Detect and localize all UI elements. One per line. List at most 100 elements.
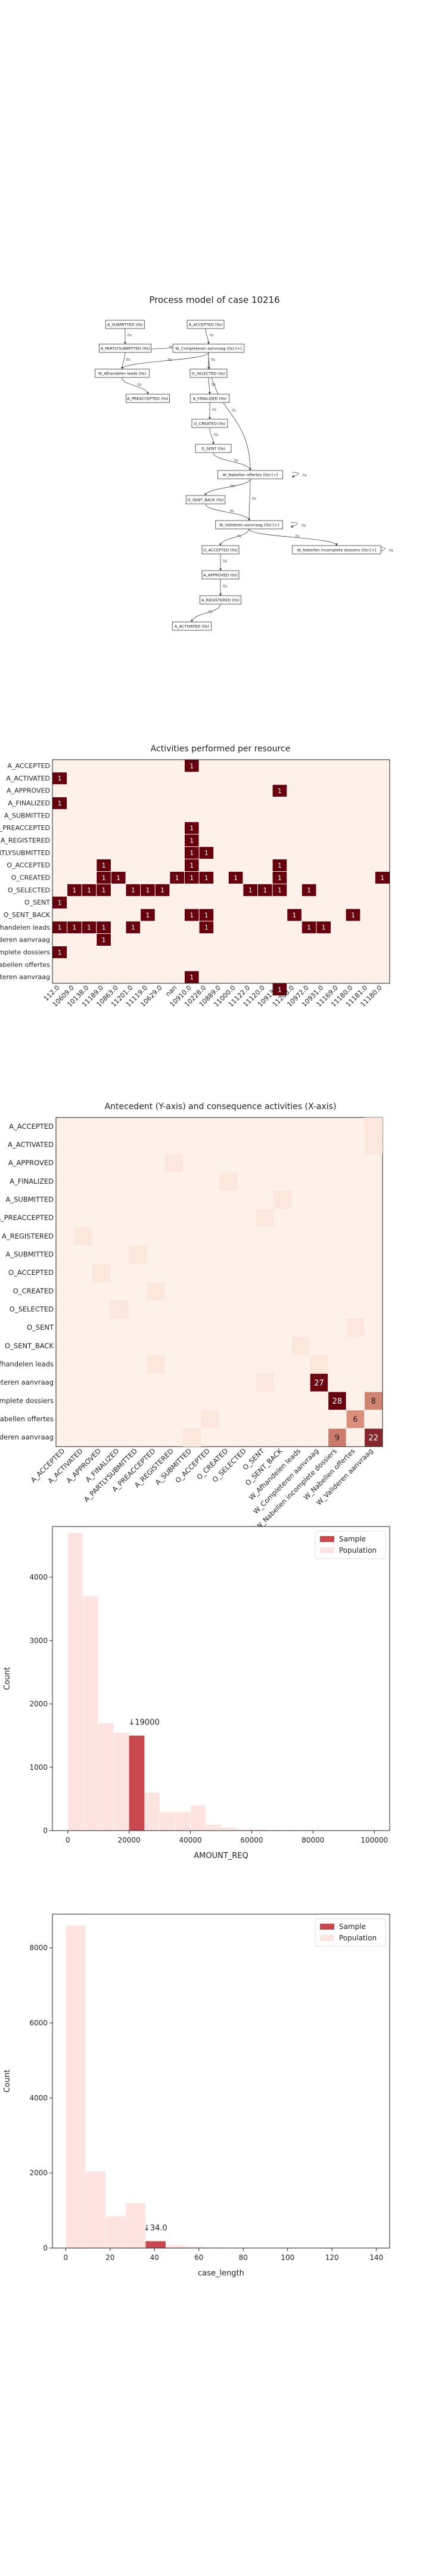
population-bar	[159, 1811, 176, 1831]
heatmap-cell-value: 1	[102, 874, 106, 882]
process-node-finalized: A_FINALIZED (0s)	[189, 394, 230, 403]
heatmap-row-label: A_FINALIZED	[10, 1177, 54, 1185]
heatmap-cell-value: 1	[307, 924, 311, 931]
heatmap-row-label: W_Afhandelen leads	[0, 924, 50, 931]
sample-value-marker: ↓34.0	[144, 2224, 167, 2233]
edge-label: 0s	[303, 473, 307, 478]
edge-label: 0s	[169, 345, 173, 349]
edge-label: 0s	[230, 509, 234, 513]
process-node-box	[186, 320, 225, 329]
heatmap-row-label: O_SELECTED	[8, 886, 50, 894]
heatmap-row-label: A_SUBMITTED	[5, 1196, 54, 1204]
process-node-label: W_Nabellen offertes (0s) [+]	[223, 473, 278, 478]
heatmap-row-label: W_Valideren aanvraag	[0, 1433, 54, 1441]
x-tick-label: 0	[64, 2253, 69, 2262]
x-tick-label: 20000	[118, 1836, 141, 1844]
heatmap-cell	[301, 884, 316, 896]
heatmap-cell	[199, 847, 214, 859]
x-axis-label: case_length	[198, 2269, 244, 2278]
x-tick-label: 40000	[179, 1836, 201, 1844]
process-node-w_incompleet: W_Nabellen incomplete dossiers (0s) [+]	[292, 545, 381, 555]
heatmap-cell	[258, 884, 272, 896]
heatmap-cell	[52, 772, 67, 785]
process-node-box	[191, 419, 228, 428]
heatmap-cell	[52, 946, 67, 958]
heatmap-row-label: W_Afhandelen leads	[0, 1360, 54, 1368]
heatmap-cell-value: 1	[189, 837, 194, 844]
heatmap-cell-value: 22	[369, 1433, 379, 1442]
heatmap-cell-value: 1	[58, 899, 62, 907]
y-tick-label: 0	[43, 2244, 48, 2252]
heatmap-cell	[346, 909, 360, 921]
legend-swatch-sample	[320, 1924, 334, 1930]
x-tick-label: 40	[150, 2253, 159, 2262]
y-tick-label: 3000	[29, 1636, 48, 1645]
edge-self-loop	[291, 472, 299, 478]
process-node-o_sent: O_SENT (0s)	[195, 444, 232, 453]
heatmap-row-label: A_SUBMITTED	[4, 812, 50, 819]
heatmap-row-label: O_SENT	[27, 1323, 54, 1332]
edge-arrow	[248, 478, 251, 521]
legend-label-population: Population	[339, 1546, 377, 1555]
y-tick-label: 0	[43, 1826, 48, 1835]
heatmap-cell	[67, 884, 82, 896]
process-node-accepted_top: A_ACCEPTED (0s)	[186, 320, 225, 329]
heatmap-cell	[52, 797, 67, 809]
heatmap-cell-faint	[255, 1373, 274, 1392]
edge-arrow	[209, 427, 214, 445]
process-node-box	[105, 320, 145, 329]
heatmap-cell	[97, 872, 111, 884]
edge-label: 0s	[128, 333, 132, 338]
heatmap-cell	[184, 971, 199, 983]
heatmap-cell	[287, 909, 301, 921]
heatmap-cell	[316, 921, 331, 934]
population-bar	[175, 1811, 191, 1831]
legend-swatch-population	[320, 1547, 334, 1553]
heatmap-row-label: A_REGISTERED	[1, 837, 50, 844]
sample-value-marker: ↓19000	[128, 1719, 159, 1727]
heatmap-cell-value: 1	[72, 924, 76, 931]
process-node-activated: A_ACTIVATED (0s)	[172, 621, 212, 631]
process-node-box	[189, 369, 228, 378]
x-tick-label: 0	[66, 1836, 70, 1844]
heatmap-cell	[52, 896, 67, 909]
heatmap-row-label: W_Completeren aanvraag	[0, 1378, 54, 1386]
population-bar	[83, 1596, 99, 1831]
process-node-box	[95, 369, 150, 378]
process-node-label: A_ACCEPTED (0s)	[189, 323, 223, 327]
process-node-w_leads: W_Afhandelen leads (0s)	[95, 369, 150, 378]
heatmap-row-label: A_ACTIVATED	[8, 1141, 54, 1149]
heatmap-cell-faint	[346, 1318, 365, 1337]
heatmap-row-label: W_Completeren aanvraag	[0, 973, 50, 981]
process-node-box	[195, 444, 232, 453]
process-node-o_accepted: O_ACCEPTED (0s)	[201, 545, 240, 555]
legend-label-sample: Sample	[339, 1535, 366, 1543]
population-bar	[67, 1532, 83, 1831]
heatmap-cell-value: 1	[189, 974, 194, 982]
heatmap-row-label: A_SUBMITTED	[5, 1250, 54, 1259]
population-bar	[66, 1925, 86, 2249]
heatmap-row-label: W_Nabellen offertes	[0, 961, 50, 968]
heatmap-cell-value: 1	[58, 949, 62, 956]
y-tick-label: 4000	[29, 1573, 48, 1581]
heatmap-cell-value: 1	[145, 887, 150, 894]
process-node-label: O_ACCEPTED (0s)	[203, 548, 238, 553]
population-bar	[98, 1723, 114, 1831]
edge-self-loop	[290, 522, 298, 528]
heatmap-cell-faint	[364, 1117, 383, 1136]
process-node-label: W_Completeren aanvraag (0s) [+]	[175, 346, 242, 351]
heatmap-cell	[170, 872, 184, 884]
heatmap-cell	[328, 1392, 346, 1410]
population-bar	[105, 2216, 126, 2249]
heatmap-row-label: A_APPROVED	[7, 787, 50, 795]
heatmap-cell-faint	[291, 1337, 310, 1355]
heatmap-cell-value: 1	[189, 874, 194, 882]
x-tick-label: 80000	[301, 1836, 324, 1844]
edge-label: 0s	[212, 383, 216, 387]
heatmap-cell-value: 1	[189, 849, 194, 857]
heatmap-cell	[272, 872, 287, 884]
heatmap-row-label: A_ACCEPTED	[8, 762, 50, 770]
x-tick-label: 100	[281, 2253, 294, 2262]
heatmap-cell-value: 1	[72, 887, 76, 894]
process-node-label: A_PREACCEPTED (0s)	[127, 397, 168, 401]
